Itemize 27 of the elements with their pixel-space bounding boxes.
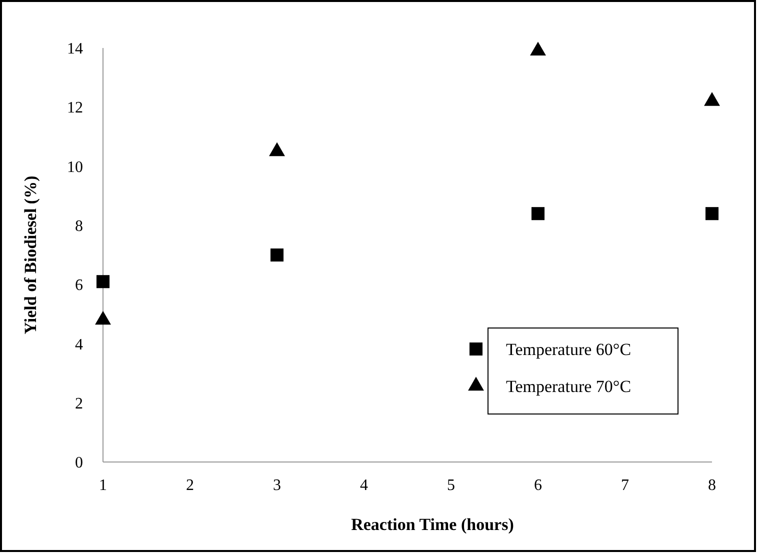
point <box>530 42 546 56</box>
y-tick-label: 2 <box>75 395 83 412</box>
x-tick-label: 4 <box>360 477 368 494</box>
x-tick-label: 3 <box>273 477 281 494</box>
x-tick-label: 7 <box>621 477 629 494</box>
x-tick-label: 5 <box>447 477 455 494</box>
point <box>96 275 110 288</box>
point <box>269 142 285 156</box>
x-tick-label: 2 <box>186 477 194 494</box>
legend-label: Temperature 70°C <box>506 377 632 396</box>
x-axis-title: Reaction Time (hours) <box>351 515 514 534</box>
y-tick-label: 8 <box>75 218 83 236</box>
y-tick-label: 4 <box>75 336 83 354</box>
x-tick-label: 8 <box>708 477 716 494</box>
y-tick-label: 0 <box>75 454 83 472</box>
y-tick-label: 14 <box>67 40 83 58</box>
x-tick-label: 1 <box>99 477 107 494</box>
legend-label: Temperature 60°C <box>506 340 632 359</box>
point <box>270 248 284 262</box>
y-axis-title: Yield of Biodiesel (%) <box>21 176 40 334</box>
point <box>704 92 720 106</box>
y-tick-label: 6 <box>75 277 83 294</box>
y-tick-label: 12 <box>67 100 83 117</box>
point <box>705 207 719 220</box>
point <box>531 207 545 220</box>
x-tick-label: 6 <box>534 477 542 494</box>
y-tick-label: 10 <box>67 158 83 176</box>
